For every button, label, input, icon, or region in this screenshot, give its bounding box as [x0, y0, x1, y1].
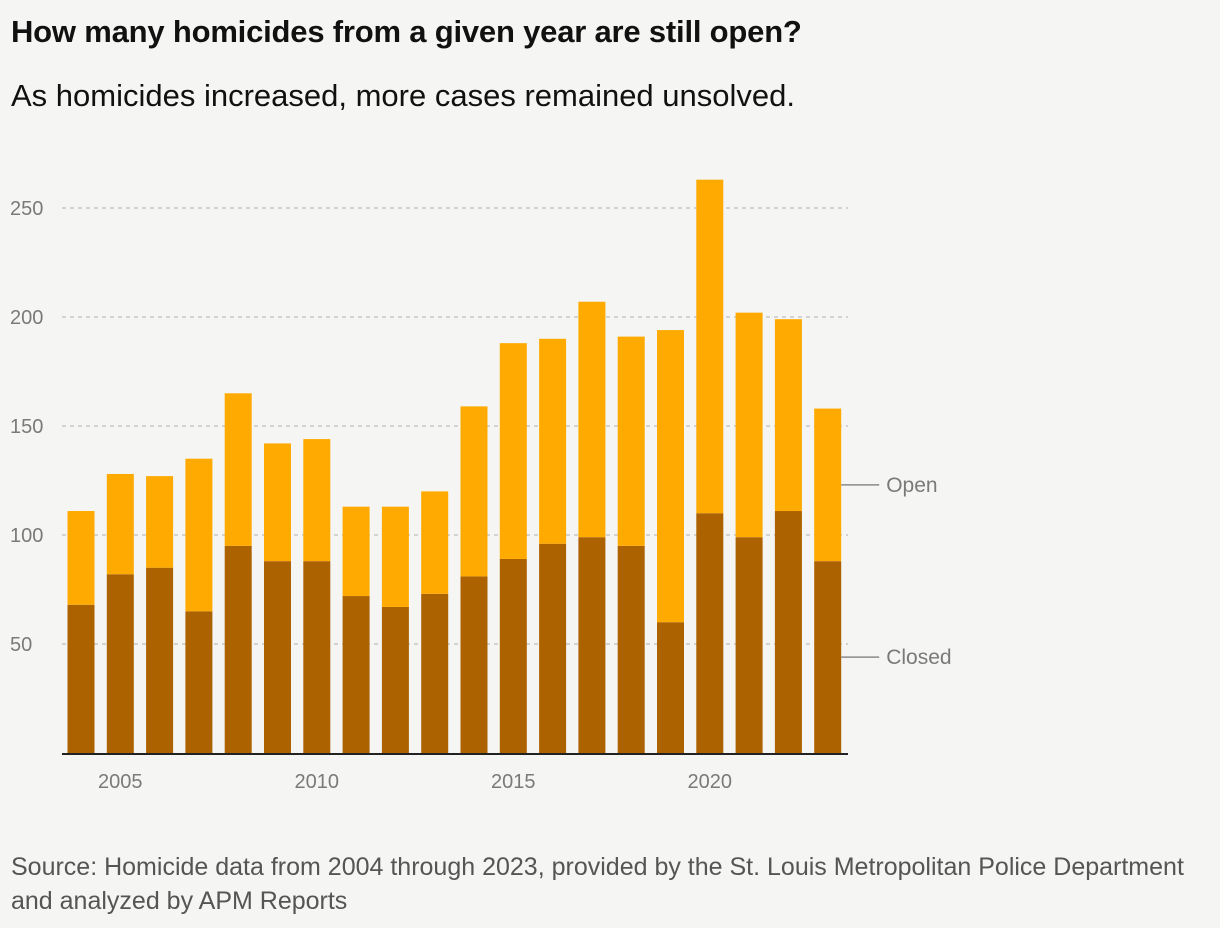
y-tick-label-250: 250: [10, 198, 43, 220]
bar-closed-2011: [342, 596, 370, 753]
y-tick-label-100: 100: [10, 525, 43, 547]
x-tick-label-2010: 2010: [295, 771, 340, 793]
source-note: Source: Homicide data from 2004 through …: [11, 853, 1184, 915]
bar-closed-2004: [67, 604, 95, 753]
bar-open-2016: [539, 338, 567, 544]
y-tick-label-150: 150: [10, 416, 43, 438]
chart-title: How many homicides from a given year are…: [11, 14, 802, 49]
x-tick-label-2005: 2005: [98, 771, 143, 793]
series-label-open: Open: [886, 474, 937, 497]
bar-open-2006: [146, 476, 174, 568]
bar-open-2014: [460, 406, 488, 577]
gridlines: [62, 207, 848, 645]
y-tick-label-200: 200: [10, 307, 43, 329]
bar-open-2011: [342, 506, 370, 597]
bar-open-2022: [774, 319, 802, 512]
bar-closed-2013: [421, 593, 449, 753]
bar-open-2009: [264, 443, 291, 562]
bar-closed-2018: [617, 545, 645, 753]
bar-closed-2015: [499, 558, 527, 753]
bar-closed-2023: [814, 561, 842, 753]
bar-open-2010: [303, 439, 331, 562]
bar-open-2005: [106, 473, 134, 575]
chart-subtitle: As homicides increased, more cases remai…: [11, 78, 795, 113]
bars: [67, 179, 842, 753]
bar-open-2015: [499, 343, 527, 559]
bar-open-2020: [696, 179, 724, 514]
bar-open-2007: [185, 458, 213, 612]
bar-closed-2012: [381, 606, 409, 753]
bar-closed-2008: [224, 545, 252, 753]
bar-open-2019: [657, 330, 684, 623]
bar-closed-2022: [774, 511, 802, 753]
x-tick-label-2020: 2020: [688, 771, 733, 793]
bar-closed-2010: [303, 561, 331, 753]
bar-closed-2014: [460, 576, 488, 753]
series-label-closed: Closed: [886, 646, 951, 669]
bar-open-2018: [617, 336, 645, 546]
bar-closed-2021: [735, 537, 763, 753]
bar-open-2023: [814, 408, 842, 562]
bar-closed-2005: [106, 574, 134, 753]
x-tick-label-2015: 2015: [491, 771, 536, 793]
bar-open-2021: [735, 312, 763, 538]
bar-open-2012: [381, 506, 409, 607]
y-tick-label-50: 50: [10, 634, 32, 656]
bar-open-2013: [421, 491, 449, 594]
x-axis-ticks: 2005 2010 2015 2020: [98, 771, 732, 793]
bar-open-2004: [67, 511, 95, 605]
bar-closed-2007: [185, 611, 213, 753]
bar-closed-2009: [264, 561, 291, 753]
bar-closed-2017: [578, 537, 606, 753]
bar-closed-2019: [657, 622, 684, 753]
bar-closed-2006: [146, 567, 174, 753]
stacked-bar-chart: 50 100 150 200 250 2005 2010 2015 2020 Closed Op…: [10, 179, 952, 793]
y-axis-ticks: 50 100 150 200 250: [10, 198, 43, 656]
bar-closed-2020: [696, 513, 724, 753]
series-labels: Closed Open: [841, 474, 952, 669]
bar-open-2008: [224, 393, 252, 546]
bar-closed-2016: [539, 543, 567, 753]
bar-open-2017: [578, 301, 606, 538]
